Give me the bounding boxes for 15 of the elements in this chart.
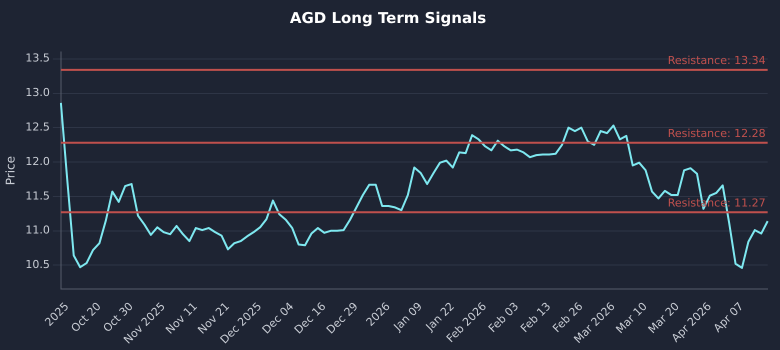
chart-title: AGD Long Term Signals	[290, 8, 486, 27]
y-tick-label: 12.0	[25, 154, 50, 168]
y-axis-title: Price	[3, 156, 18, 186]
ref-line-label: Resistance: 13.34	[668, 54, 766, 68]
y-tick-label: 13.0	[25, 86, 50, 100]
y-tick-label: 12.5	[25, 120, 50, 134]
x-tick-label: Dec 29	[324, 300, 361, 336]
y-tick-label: 10.5	[25, 258, 50, 272]
y-tick-label: 11.5	[25, 189, 50, 202]
y-tick-label: 11.0	[25, 224, 50, 237]
x-tick-label: Oct 20	[68, 300, 104, 335]
ref-line-label: Resistance: 12.28	[668, 127, 766, 140]
x-tick-label: Apr 07	[711, 300, 746, 335]
y-tick-label: 13.5	[25, 52, 50, 65]
x-tick-label: Jan 09	[390, 300, 425, 334]
